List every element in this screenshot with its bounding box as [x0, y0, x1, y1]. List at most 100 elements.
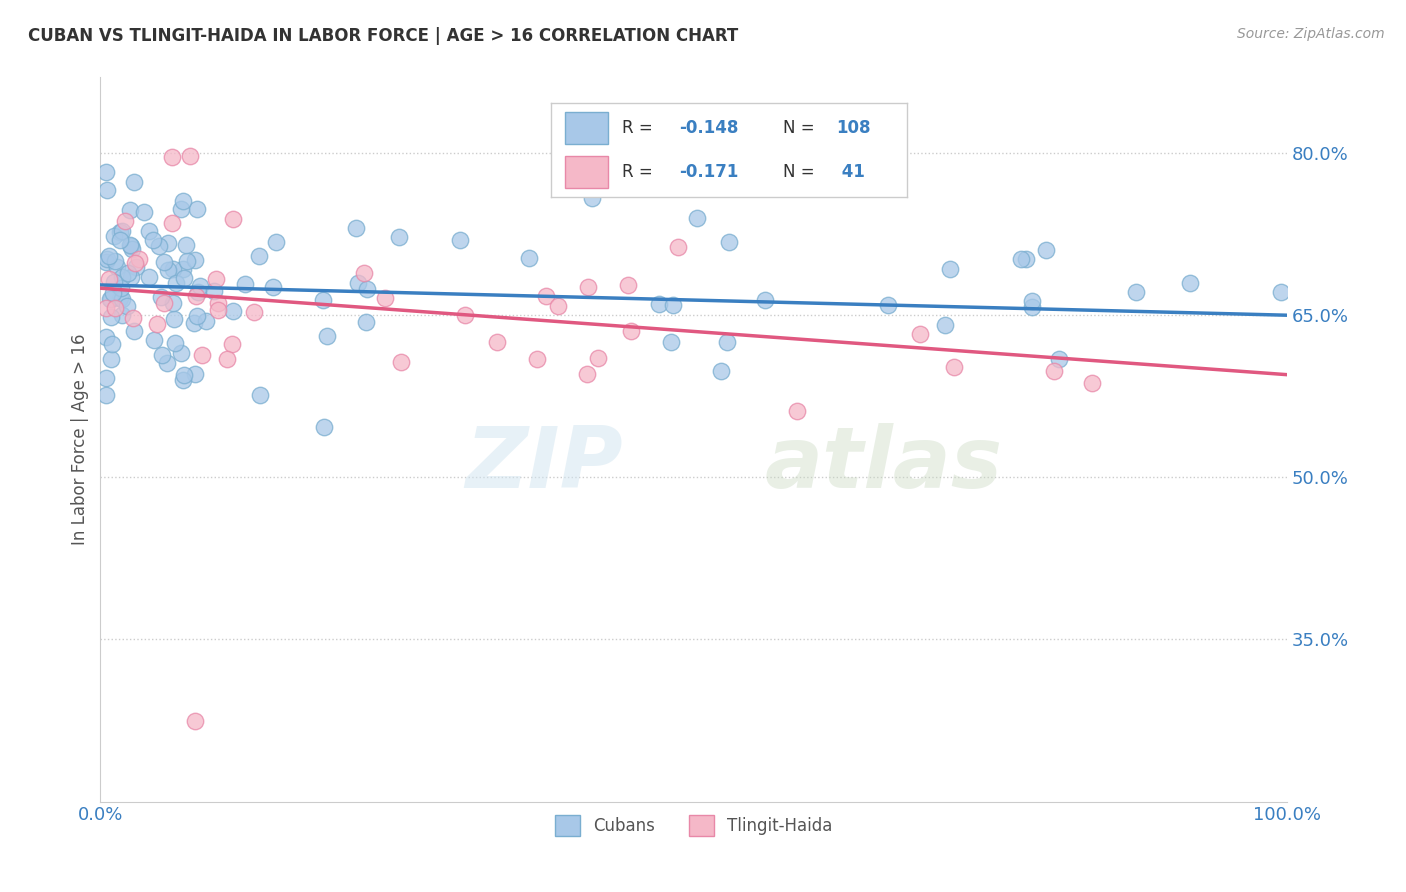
Point — [173, 271, 195, 285]
Point — [100, 337, 122, 351]
Point — [617, 277, 640, 292]
Point — [353, 266, 375, 280]
Point — [184, 367, 207, 381]
Point — [118, 202, 141, 217]
Point — [138, 269, 160, 284]
Point — [100, 292, 122, 306]
Point — [354, 315, 377, 329]
Point — [114, 213, 136, 227]
Point — [170, 202, 193, 217]
Point — [120, 270, 142, 285]
Point — [142, 234, 165, 248]
Text: ZIP: ZIP — [465, 424, 623, 507]
Point — [374, 291, 396, 305]
Point — [786, 404, 808, 418]
Point — [172, 373, 194, 387]
Point — [1021, 300, 1043, 314]
Point — [662, 298, 685, 312]
Point — [110, 281, 132, 295]
Point — [153, 255, 176, 269]
Point — [101, 285, 124, 300]
Point — [108, 291, 131, 305]
Text: atlas: atlas — [765, 424, 1002, 507]
Point — [128, 252, 150, 267]
Point — [187, 285, 209, 299]
Point — [97, 249, 120, 263]
Point — [1180, 277, 1202, 291]
Point — [186, 288, 208, 302]
Point — [96, 184, 118, 198]
Point — [686, 211, 709, 225]
Point — [194, 314, 217, 328]
Y-axis label: In Labor Force | Age > 16: In Labor Force | Age > 16 — [72, 334, 89, 545]
Point — [347, 276, 370, 290]
Point — [163, 312, 186, 326]
Point — [754, 293, 776, 308]
Point — [547, 299, 569, 313]
Point — [1081, 376, 1104, 391]
Point — [938, 262, 960, 277]
Point — [717, 235, 740, 249]
Point — [188, 279, 211, 293]
Point — [666, 240, 689, 254]
Text: Source: ZipAtlas.com: Source: ZipAtlas.com — [1237, 27, 1385, 41]
Point — [108, 233, 131, 247]
Point — [264, 235, 287, 249]
Point — [96, 330, 118, 344]
Point — [344, 221, 367, 235]
Point — [243, 305, 266, 319]
Point — [100, 351, 122, 366]
Point — [96, 255, 118, 269]
Point — [262, 279, 284, 293]
Point — [205, 271, 228, 285]
Point — [389, 355, 412, 369]
Text: CUBAN VS TLINGIT-HAIDA IN LABOR FORCE | AGE > 16 CORRELATION CHART: CUBAN VS TLINGIT-HAIDA IN LABOR FORCE | … — [28, 27, 738, 45]
Point — [659, 334, 682, 349]
Point — [150, 348, 173, 362]
Point — [1270, 285, 1292, 300]
Point — [217, 352, 239, 367]
Point — [186, 309, 208, 323]
Point — [183, 317, 205, 331]
Point — [138, 224, 160, 238]
Point — [157, 236, 180, 251]
Point — [1035, 244, 1057, 258]
Point — [1010, 252, 1032, 266]
Point — [485, 335, 508, 350]
Point — [104, 301, 127, 315]
Point — [96, 164, 118, 178]
Point — [716, 335, 738, 350]
Point — [247, 249, 270, 263]
Point — [162, 262, 184, 277]
Legend: Cubans, Tlingit-Haida: Cubans, Tlingit-Haida — [547, 807, 841, 844]
Point — [162, 216, 184, 230]
Point — [111, 292, 134, 306]
Point — [111, 308, 134, 322]
Point — [586, 351, 609, 366]
Point — [165, 277, 187, 291]
Point — [517, 251, 540, 265]
Point — [910, 327, 932, 342]
Point — [172, 261, 194, 276]
Point — [183, 252, 205, 267]
Point — [207, 295, 229, 310]
Point — [121, 242, 143, 256]
Point — [454, 309, 477, 323]
Point — [1014, 252, 1036, 266]
Point — [122, 324, 145, 338]
Point — [98, 292, 121, 306]
Point — [943, 359, 966, 374]
Point — [179, 149, 201, 163]
Point — [576, 279, 599, 293]
Point — [388, 229, 411, 244]
Point — [117, 266, 139, 280]
Point — [207, 302, 229, 317]
Point — [312, 420, 335, 434]
Point — [160, 149, 183, 163]
Point — [98, 272, 121, 286]
Point — [96, 387, 118, 401]
Point — [96, 371, 118, 385]
Point — [132, 204, 155, 219]
Point — [115, 299, 138, 313]
Point — [122, 175, 145, 189]
